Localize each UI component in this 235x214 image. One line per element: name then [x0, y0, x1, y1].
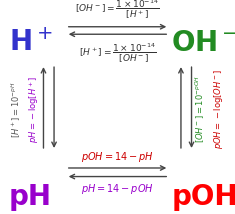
- Text: $pH = 14 - pOH$: $pH = 14 - pOH$: [81, 182, 154, 196]
- Text: $[H^+] = 10^{-pH}$: $[H^+] = 10^{-pH}$: [10, 81, 23, 138]
- Text: $pOH = 14 - pH$: $pOH = 14 - pH$: [81, 150, 154, 164]
- Text: $[OH^-] = \dfrac{1 \times 10^{-14}}{[H^+]}$: $[OH^-] = \dfrac{1 \times 10^{-14}}{[H^+…: [75, 0, 160, 21]
- Text: pOH: pOH: [171, 183, 235, 211]
- Text: $[OH^-] = 10^{-pOH}$: $[OH^-] = 10^{-pOH}$: [194, 75, 208, 143]
- Text: pH: pH: [9, 183, 52, 211]
- Text: $pH = -\log[H^+]$: $pH = -\log[H^+]$: [27, 76, 41, 143]
- Text: OH$^-$: OH$^-$: [171, 29, 235, 57]
- Text: H$^+$: H$^+$: [9, 29, 52, 57]
- Text: $[H^+] = \dfrac{1 \times 10^{-14}}{[OH^-]}$: $[H^+] = \dfrac{1 \times 10^{-14}}{[OH^-…: [79, 41, 156, 64]
- Text: $pOH = -\log[OH^-]$: $pOH = -\log[OH^-]$: [212, 69, 225, 149]
